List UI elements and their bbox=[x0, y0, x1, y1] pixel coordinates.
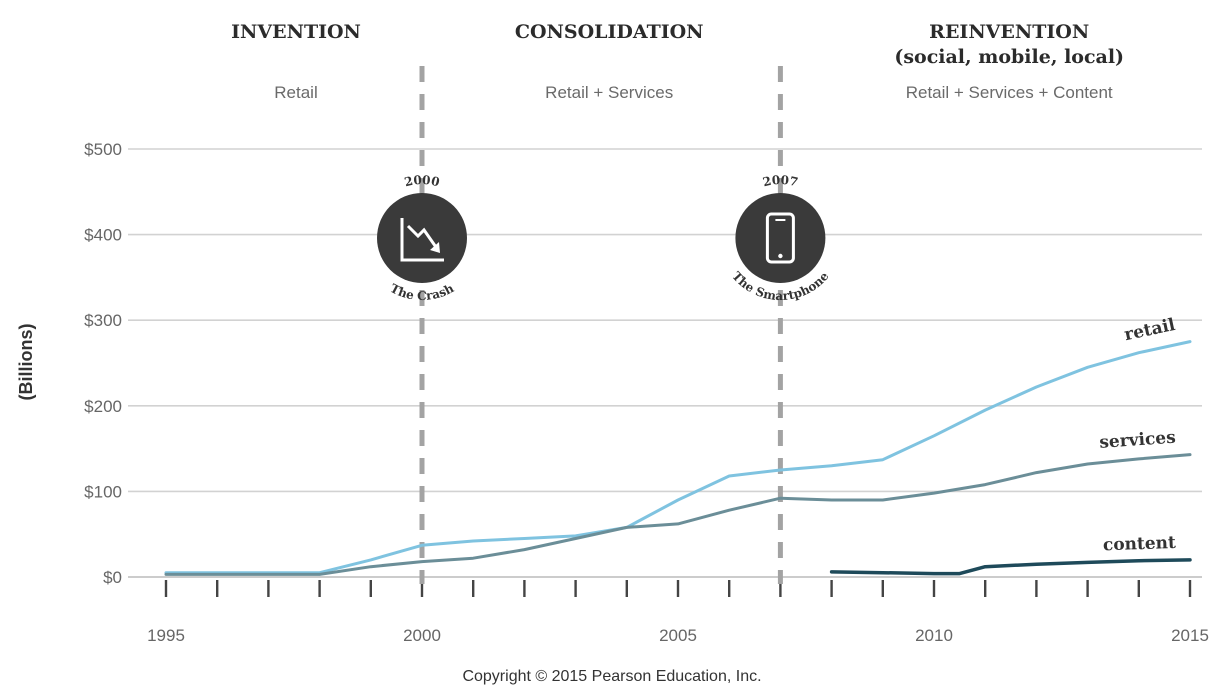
declining-chart-icon bbox=[400, 218, 444, 262]
marker-event-label: The Crash bbox=[388, 281, 456, 303]
chart-arrow-head bbox=[430, 242, 440, 253]
chart-decline-line bbox=[406, 224, 440, 251]
x-tick-label: 2005 bbox=[659, 626, 697, 645]
marker-badge bbox=[377, 193, 467, 283]
x-tick-label: 1995 bbox=[147, 626, 185, 645]
series-label-content: content bbox=[1103, 533, 1177, 556]
marker-badge bbox=[735, 193, 826, 283]
era-subtitle: Retail + Services bbox=[545, 83, 673, 102]
phone-button bbox=[778, 253, 783, 259]
era-subtitle: Retail + Services + Content bbox=[906, 83, 1113, 102]
era-headers: INVENTION Retail CONSOLIDATION Retail + Ser… bbox=[231, 21, 1124, 102]
y-tick-label: $500 bbox=[84, 140, 122, 159]
era-title: CONSOLIDATION bbox=[515, 21, 704, 43]
chart-axes bbox=[400, 218, 444, 262]
series-label-services: services bbox=[1099, 428, 1177, 453]
era-dividers bbox=[419, 66, 783, 584]
x-tick-label: 2000 bbox=[403, 626, 441, 645]
era-title: REINVENTION bbox=[929, 21, 1089, 43]
marker-event-text: The Crash bbox=[388, 281, 456, 303]
x-tick-label: 2015 bbox=[1171, 626, 1209, 645]
series-line-retail bbox=[164, 340, 1192, 575]
series-labels: retail services content bbox=[1099, 315, 1178, 556]
x-tick-label: 2010 bbox=[915, 626, 953, 645]
y-tick-label: $400 bbox=[84, 226, 122, 245]
copyright-notice: Copyright © 2015 Pearson Education, Inc. bbox=[462, 668, 761, 685]
y-tick-label: $300 bbox=[84, 311, 122, 330]
series-line-services bbox=[164, 453, 1192, 576]
series-line-content bbox=[829, 558, 1192, 576]
y-tick-label: $200 bbox=[84, 397, 122, 416]
x-axis: 1995 2000 2005 2010 2015 bbox=[128, 576, 1209, 645]
y-axis-label: (Billions) bbox=[16, 324, 36, 401]
era-title: (social, mobile, local) bbox=[894, 46, 1124, 68]
era-subtitle: Retail bbox=[274, 83, 317, 102]
era-title: INVENTION bbox=[231, 21, 361, 43]
phone-body bbox=[765, 212, 795, 264]
y-tick-label: $100 bbox=[84, 482, 122, 501]
smartphone-icon bbox=[765, 212, 795, 264]
series-label-retail: retail bbox=[1122, 315, 1177, 345]
gridlines bbox=[128, 148, 1202, 493]
y-tick-label: $0 bbox=[103, 568, 122, 587]
series-lines bbox=[164, 340, 1192, 576]
y-axis-ticks: $0 $100 $200 $300 $400 $500 bbox=[84, 140, 122, 587]
